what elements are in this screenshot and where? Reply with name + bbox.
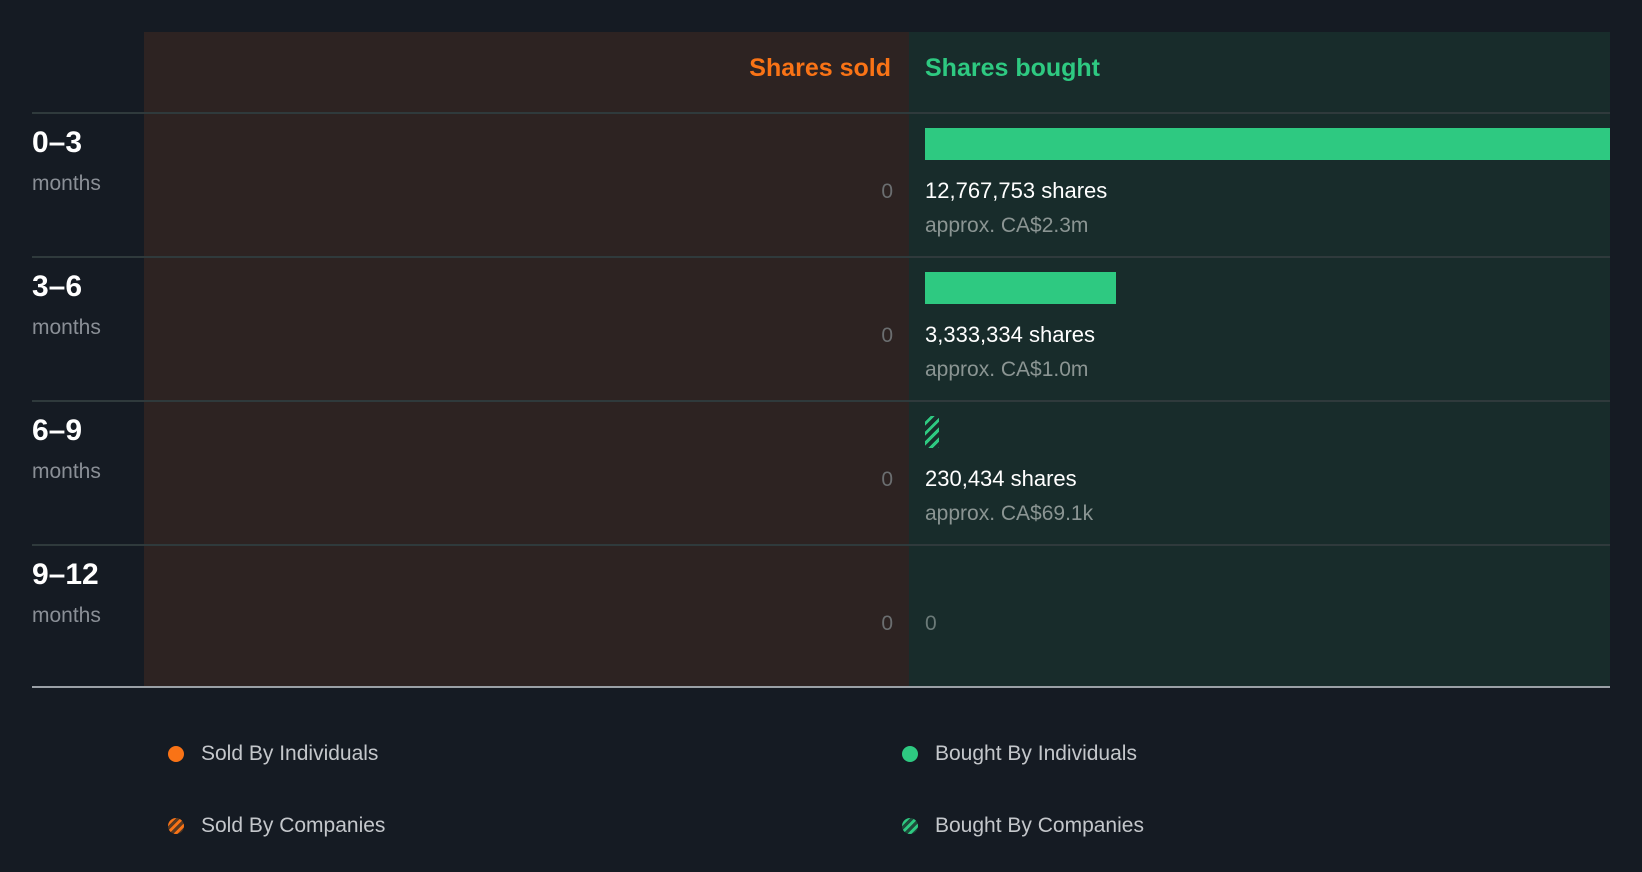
sold-value: 0 (881, 180, 893, 203)
legend-sold-companies: Sold By Companies (168, 814, 385, 838)
bought-bar-individuals (925, 128, 1610, 160)
legend-label: Bought By Companies (935, 814, 1144, 837)
row-divider (32, 256, 1610, 258)
period-row-9-12: 9–12 months 0 0 (0, 546, 1642, 690)
orange-hatched-dot-icon (168, 818, 184, 834)
period-row-6-9: 6–9 months 0 230,434 shares approx. CA$6… (0, 402, 1642, 546)
period-unit: months (32, 172, 101, 195)
period-row-0-3: 0–3 months 0 12,767,753 shares approx. C… (0, 114, 1642, 258)
chart-baseline (32, 686, 1610, 688)
period-unit: months (32, 460, 101, 483)
row-divider (32, 400, 1610, 402)
sold-value: 0 (881, 612, 893, 635)
green-hatched-dot-icon (902, 818, 918, 834)
period-label: 9–12 (32, 558, 99, 591)
bought-shares: 230,434 shares (925, 466, 1077, 491)
period-unit: months (32, 316, 101, 339)
bought-approx-value: approx. CA$1.0m (925, 358, 1089, 381)
bought-approx-value: approx. CA$69.1k (925, 502, 1094, 525)
green-dot-icon (902, 746, 918, 762)
sold-value: 0 (881, 468, 893, 491)
legend-sold-individuals: Sold By Individuals (168, 742, 378, 766)
period-row-3-6: 3–6 months 0 3,333,334 shares approx. CA… (0, 258, 1642, 402)
period-label: 6–9 (32, 414, 83, 447)
bought-bar-individuals (925, 272, 1116, 304)
shares-sold-header: Shares sold (749, 54, 891, 82)
bought-shares: 12,767,753 shares (925, 178, 1108, 203)
shares-sold-column (144, 32, 909, 687)
sold-value: 0 (881, 324, 893, 347)
bought-shares: 3,333,334 shares (925, 322, 1096, 347)
bought-approx-value: approx. CA$2.3m (925, 214, 1089, 237)
legend-label: Sold By Individuals (201, 742, 379, 765)
row-divider (32, 112, 1610, 114)
bought-value-zero: 0 (925, 612, 937, 635)
row-divider (32, 544, 1610, 546)
legend-label: Bought By Individuals (935, 742, 1137, 765)
legend-bought-individuals: Bought By Individuals (902, 742, 1137, 766)
period-label: 0–3 (32, 126, 83, 159)
period-unit: months (32, 604, 101, 627)
legend-label: Sold By Companies (201, 814, 386, 837)
bought-bar-companies (925, 416, 939, 448)
shares-bought-header: Shares bought (925, 54, 1101, 82)
orange-dot-icon (168, 746, 184, 762)
period-label: 3–6 (32, 270, 83, 303)
legend-bought-companies: Bought By Companies (902, 814, 1144, 838)
